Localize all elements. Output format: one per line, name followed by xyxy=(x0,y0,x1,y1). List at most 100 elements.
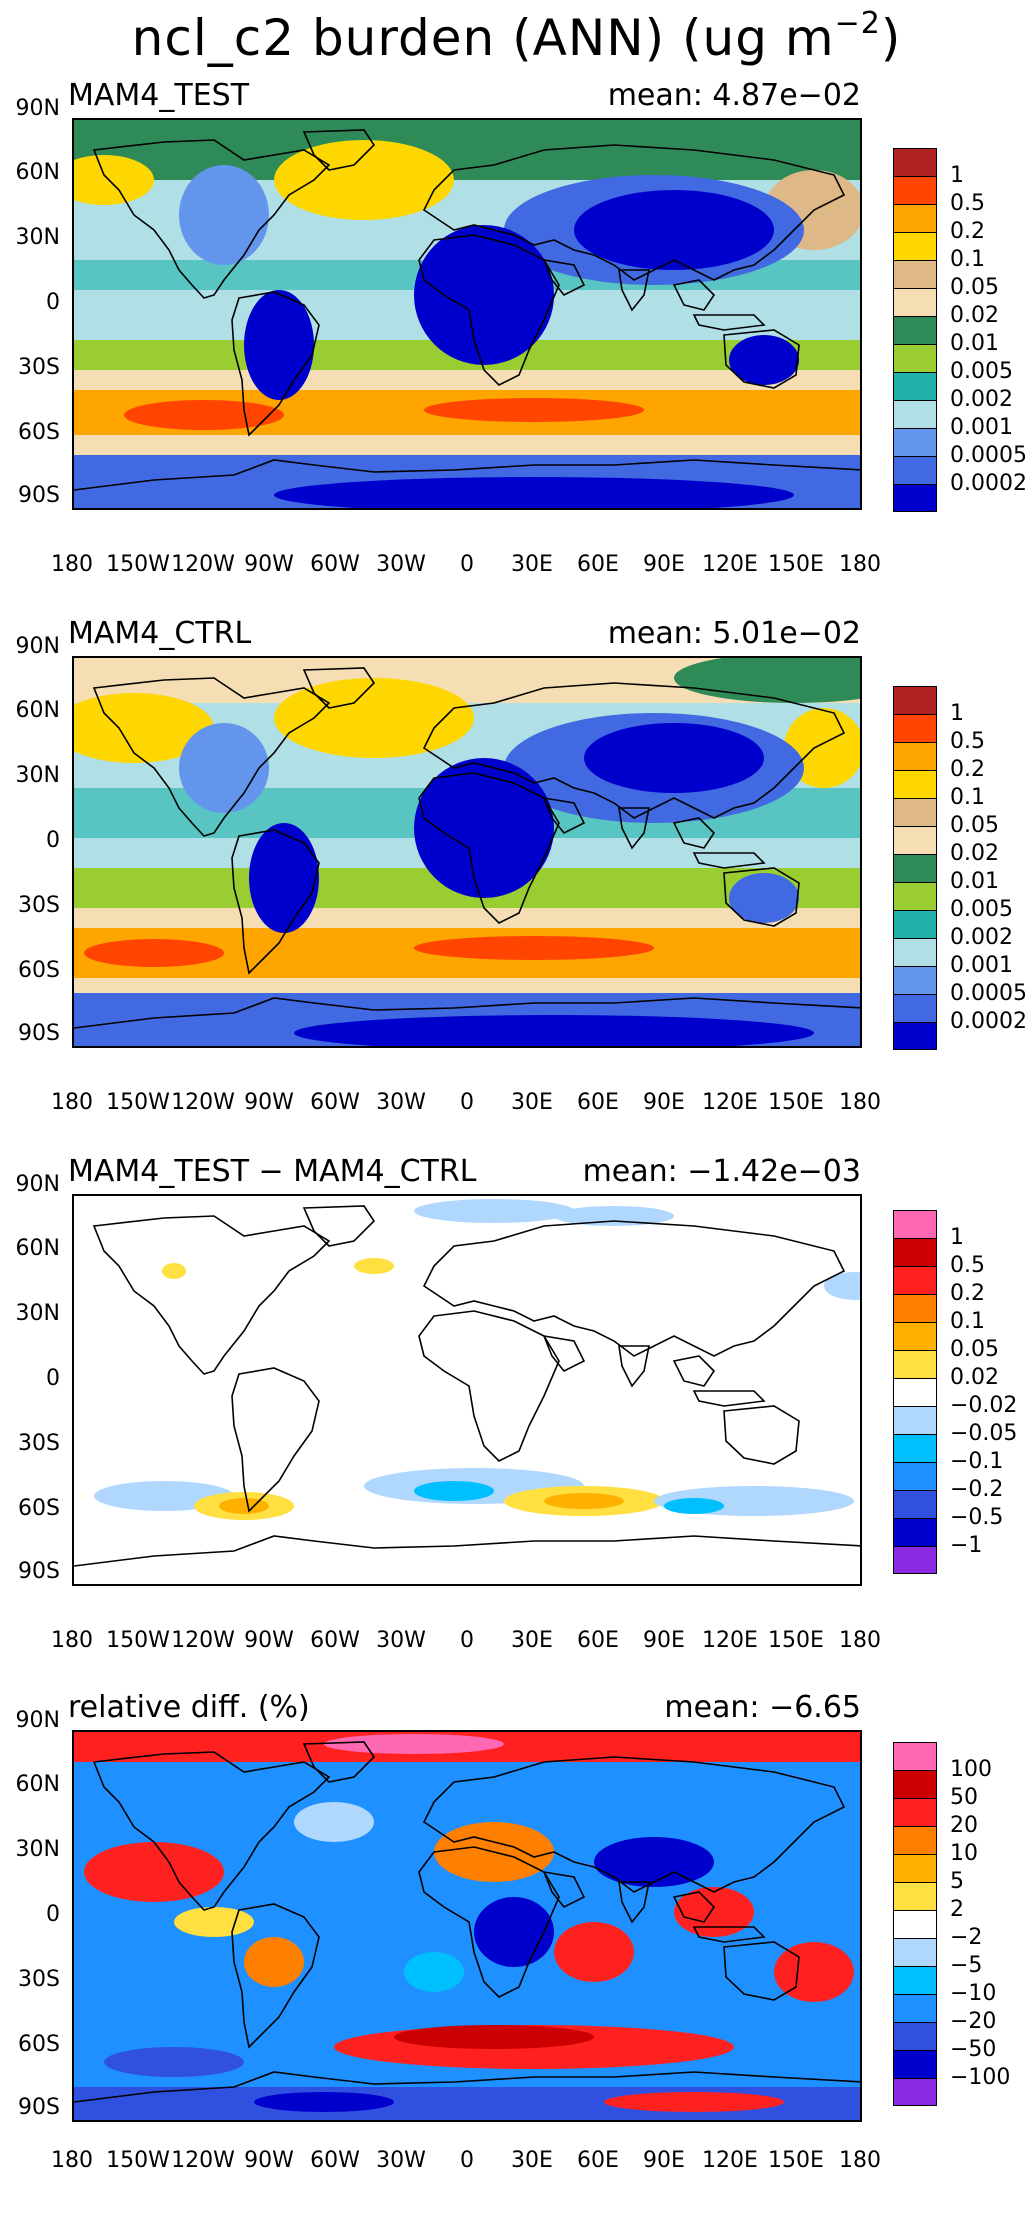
colorbar-swatch xyxy=(893,484,937,512)
colorbar-reldiff xyxy=(893,1742,937,2106)
lon-label: 150W xyxy=(106,2148,170,2173)
lon-label: 60E xyxy=(577,552,619,577)
colorbar-label: −5 xyxy=(950,1953,983,1978)
colorbar-label: 0.05 xyxy=(950,813,999,838)
panel-name: MAM4_TEST xyxy=(68,78,250,113)
colorbar-swatch xyxy=(893,316,937,344)
lon-label: 60E xyxy=(577,1628,619,1653)
colorbar-label: 0.5 xyxy=(950,191,985,216)
lat-label: 60N xyxy=(15,698,60,723)
colorbar-swatch xyxy=(893,1742,937,1770)
lon-label: 180 xyxy=(51,2148,93,2173)
colorbar-swatch xyxy=(893,854,937,882)
panel-name: MAM4_CTRL xyxy=(68,616,252,651)
colorbar-swatch xyxy=(893,1406,937,1434)
lat-label: 30S xyxy=(18,893,60,918)
colorbar-label: 1 xyxy=(950,701,964,726)
lon-label: 150W xyxy=(106,552,170,577)
lon-label: 60W xyxy=(310,552,360,577)
colorbar-swatch xyxy=(893,2022,937,2050)
colorbar-swatch xyxy=(893,1350,937,1378)
panel-mean: mean: −1.42e−03 xyxy=(582,1154,861,1189)
colorbar-swatch xyxy=(893,1238,937,1266)
colorbar-swatch xyxy=(893,456,937,484)
lon-label: 150E xyxy=(768,2148,824,2173)
lat-label: 60N xyxy=(15,1772,60,1797)
colorbar-label: −100 xyxy=(950,2065,1011,2090)
colorbar-swatch xyxy=(893,1434,937,1462)
colorbar-label: 0.0005 xyxy=(950,981,1027,1006)
lat-label: 30N xyxy=(15,1837,60,1862)
colorbar-swatch xyxy=(893,1770,937,1798)
colorbar-swatch xyxy=(893,938,937,966)
map-diff xyxy=(72,1194,862,1586)
colorbar-label: 0.05 xyxy=(950,1337,999,1362)
lat-label: 90N xyxy=(15,1708,60,1733)
colorbar-swatch xyxy=(893,1882,937,1910)
colorbar-label: 0.005 xyxy=(950,359,1013,384)
colorbar-swatch xyxy=(893,1994,937,2022)
colorbar-swatch xyxy=(893,1266,937,1294)
lon-label: 30E xyxy=(511,1090,553,1115)
title-close: ) xyxy=(880,9,902,67)
title-exponent: −2 xyxy=(834,6,881,41)
lon-label: 30W xyxy=(376,1090,426,1115)
colorbar-label: 2 xyxy=(950,1897,964,1922)
lat-label: 0 xyxy=(46,828,60,853)
lon-label: 30W xyxy=(376,552,426,577)
colorbar-swatch xyxy=(893,1798,937,1826)
colorbar-label: −2 xyxy=(950,1925,983,1950)
lat-label: 90S xyxy=(18,1559,60,1584)
colorbar-swatch xyxy=(893,1490,937,1518)
colorbar-label: 20 xyxy=(950,1813,978,1838)
colorbar-swatch xyxy=(893,344,937,372)
lon-label: 180 xyxy=(839,552,881,577)
colorbar-label: −1 xyxy=(950,1533,983,1558)
colorbar-swatch xyxy=(893,798,937,826)
colorbar-swatch xyxy=(893,1910,937,1938)
colorbar-diff xyxy=(893,1210,937,1574)
lat-label: 90S xyxy=(18,1021,60,1046)
colorbar-swatch xyxy=(893,1826,937,1854)
lon-label: 60W xyxy=(310,2148,360,2173)
colorbar-swatch xyxy=(893,1294,937,1322)
colorbar-swatch xyxy=(893,260,937,288)
lon-label: 0 xyxy=(460,552,474,577)
colorbar-label: 0.1 xyxy=(950,785,985,810)
colorbar-swatch xyxy=(893,770,937,798)
colorbar-label: −0.05 xyxy=(950,1421,1018,1446)
title-text: ncl_c2 burden (ANN) (ug m xyxy=(131,9,835,67)
colorbar-label: −50 xyxy=(950,2037,997,2062)
lon-label: 90E xyxy=(643,1628,685,1653)
lat-label: 60S xyxy=(18,2032,60,2057)
panel-diff: MAM4_TEST − MAM4_CTRL mean: −1.42e−03 90… xyxy=(0,1154,1033,1694)
colorbar-label: 0.2 xyxy=(950,1281,985,1306)
colorbar-label: −20 xyxy=(950,2009,997,2034)
colorbar-label: 0.5 xyxy=(950,729,985,754)
colorbar-label: 0.2 xyxy=(950,757,985,782)
lon-label: 180 xyxy=(839,1628,881,1653)
colorbar-swatch xyxy=(893,910,937,938)
colorbar-swatch xyxy=(893,1938,937,1966)
lon-label: 90W xyxy=(244,1090,294,1115)
colorbar-label: 0.005 xyxy=(950,897,1013,922)
lon-label: 90W xyxy=(244,1628,294,1653)
lon-label: 120E xyxy=(702,2148,758,2173)
lat-label: 30S xyxy=(18,1431,60,1456)
lat-label: 90S xyxy=(18,2095,60,2120)
colorbar-swatch xyxy=(893,1378,937,1406)
map-test xyxy=(72,118,862,510)
lon-label: 150W xyxy=(106,1090,170,1115)
map-ctrl xyxy=(72,656,862,1048)
panel-name: relative diff. (%) xyxy=(68,1690,310,1725)
colorbar-swatch xyxy=(893,1518,937,1546)
colorbar-label: −0.5 xyxy=(950,1505,1004,1530)
colorbar-label: 10 xyxy=(950,1841,978,1866)
lat-label: 60S xyxy=(18,958,60,983)
lon-label: 90E xyxy=(643,1090,685,1115)
colorbar-label: 0.02 xyxy=(950,841,999,866)
lon-label: 180 xyxy=(839,1090,881,1115)
colorbar-label: 50 xyxy=(950,1785,978,1810)
colorbar-label: 0.1 xyxy=(950,1309,985,1334)
colorbar-swatch xyxy=(893,1462,937,1490)
